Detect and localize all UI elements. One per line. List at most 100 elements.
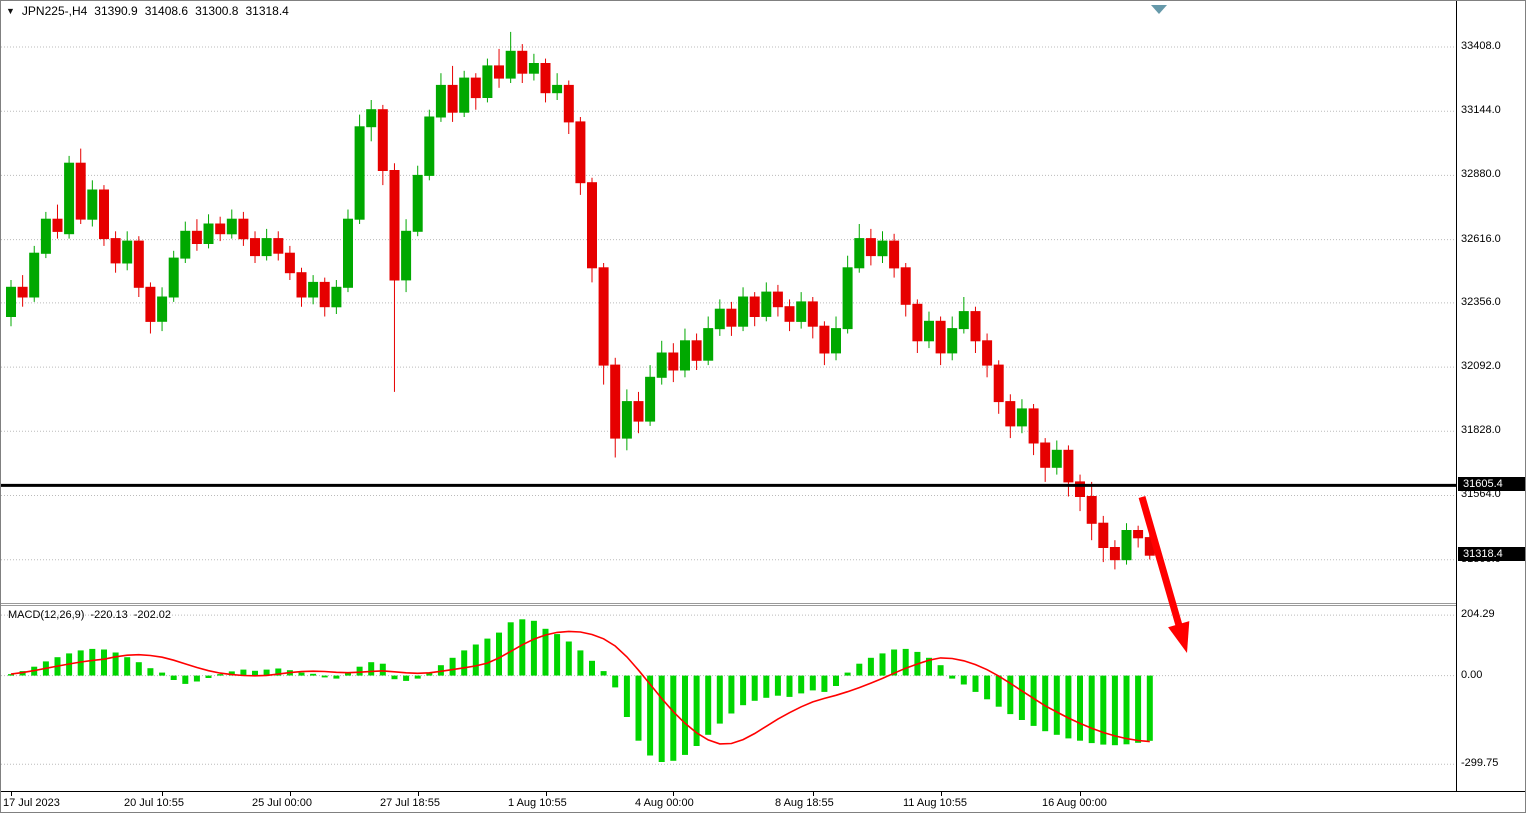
- macd-histogram-bar: [530, 620, 537, 676]
- macd-histogram-bar: [960, 675, 967, 685]
- candle-up: [796, 301, 807, 322]
- price-tick-label: 32616.0: [1461, 233, 1501, 245]
- candle-up: [435, 84, 446, 118]
- candle-down: [726, 308, 737, 327]
- macd-current-value: -220.13: [90, 609, 128, 621]
- candle-down: [772, 291, 783, 308]
- macd-histogram-bar: [437, 665, 444, 676]
- macd-indicator-label: MACD(12,26,9): [8, 609, 85, 621]
- time-tick-mark: [673, 792, 674, 796]
- collapse-icon[interactable]: ▼: [6, 5, 15, 16]
- ohlc-open-value: 31390.9: [94, 4, 138, 18]
- macd-histogram-bar: [193, 675, 200, 682]
- macd-histogram-bar: [635, 675, 642, 741]
- candle-down: [540, 63, 551, 94]
- time-tick-mark: [418, 792, 419, 796]
- candle-down: [1005, 401, 1016, 427]
- macd-histogram-bar: [786, 675, 793, 697]
- macd-histogram-bar: [101, 649, 107, 676]
- macd-histogram-bar: [170, 675, 177, 680]
- candle-up: [180, 230, 191, 259]
- candle-down: [250, 238, 260, 257]
- candle-up: [203, 223, 214, 244]
- candle-down: [807, 301, 818, 327]
- candle-down: [1144, 537, 1155, 556]
- candle-up: [714, 308, 725, 330]
- current-price-tag: 31318.4: [1458, 547, 1525, 561]
- panel-separator[interactable]: [1, 603, 1456, 606]
- macd-tick-label: 0.00: [1461, 669, 1483, 681]
- macd-histogram-bar: [833, 675, 839, 686]
- macd-histogram-bar: [275, 668, 282, 676]
- candle-down: [900, 267, 911, 305]
- candle-down: [587, 182, 597, 269]
- candle-down: [17, 286, 28, 298]
- macd-histogram-bar: [484, 638, 491, 676]
- macd-histogram-bar: [205, 675, 212, 678]
- price-tick-label: 31564.0: [1461, 488, 1501, 500]
- candle-down: [75, 162, 86, 220]
- candle-up: [64, 162, 75, 235]
- candle-down: [191, 230, 202, 245]
- candle-down: [296, 272, 307, 298]
- candle-up: [343, 218, 353, 288]
- candle-down: [563, 84, 574, 123]
- price-axis[interactable]: 33408.0 33144.0 32880.0 32616.0 32356.0 32092…: [1456, 1, 1525, 791]
- main-chart-panel[interactable]: [1, 1, 1456, 603]
- macd-histogram-bar: [728, 675, 735, 714]
- candle-up: [122, 240, 133, 264]
- candle-down: [145, 286, 156, 322]
- macd-histogram-bar: [774, 675, 781, 696]
- candle-down: [133, 240, 144, 288]
- macd-histogram-bar: [867, 657, 874, 676]
- time-axis[interactable]: 17 Jul 2023 20 Jul 10:55 25 Jul 00:00 27 Ju…: [1, 791, 1525, 812]
- macd-histogram-bar: [1007, 675, 1014, 715]
- time-tick-mark: [290, 792, 291, 796]
- candle-down: [238, 218, 249, 240]
- macd-histogram-bar: [1018, 675, 1025, 720]
- macd-histogram-bar: [333, 675, 340, 679]
- macd-histogram-bar: [449, 657, 456, 676]
- candle-down: [99, 189, 109, 240]
- macd-histogram-bar: [147, 668, 154, 676]
- macd-histogram-bar: [1065, 675, 1072, 739]
- macd-panel[interactable]: [1, 606, 1456, 791]
- candle-up: [1016, 408, 1027, 427]
- macd-histogram-bar: [1111, 675, 1118, 746]
- macd-histogram-bar: [252, 670, 258, 676]
- macd-histogram-bar: [972, 675, 979, 692]
- macd-histogram-bar: [1053, 675, 1060, 735]
- macd-histogram-bar: [751, 675, 758, 701]
- macd-histogram-bar: [519, 619, 526, 676]
- macd-histogram-bar: [1100, 675, 1107, 745]
- macd-histogram-bar: [1042, 675, 1049, 732]
- candle-up: [703, 328, 714, 361]
- chart-shift-marker-icon[interactable]: [1151, 5, 1167, 14]
- macd-histogram-bar: [217, 674, 224, 676]
- macd-histogram-bar: [356, 666, 363, 676]
- macd-histogram-bar: [693, 675, 700, 746]
- macd-histogram-bar: [1030, 675, 1037, 726]
- price-tick-label: 32356.0: [1461, 296, 1501, 308]
- candle-down: [610, 364, 621, 439]
- candle-down: [1086, 496, 1097, 524]
- macd-histogram-bar: [589, 660, 595, 676]
- symbol-timeframe-label: JPN225-,H4: [21, 4, 88, 18]
- candle-down: [494, 65, 504, 79]
- candle-down: [470, 77, 481, 99]
- candle-up: [261, 238, 272, 257]
- macd-histogram-bar: [623, 675, 630, 717]
- macd-histogram-bar: [1123, 675, 1130, 745]
- macd-histogram-bar: [414, 675, 421, 679]
- price-tick-label: 31828.0: [1461, 424, 1501, 436]
- candle-up: [738, 296, 749, 327]
- price-tick-label: 33408.0: [1461, 40, 1501, 52]
- time-tick-mark: [546, 792, 547, 796]
- macd-histogram-bar: [984, 675, 991, 700]
- macd-tick-label: -299.75: [1461, 757, 1499, 769]
- time-tick-mark: [162, 792, 163, 796]
- macd-histogram-bar: [403, 675, 410, 681]
- macd-histogram-bar: [159, 672, 166, 676]
- macd-histogram-bar: [600, 671, 607, 676]
- macd-histogram-bar: [124, 657, 131, 676]
